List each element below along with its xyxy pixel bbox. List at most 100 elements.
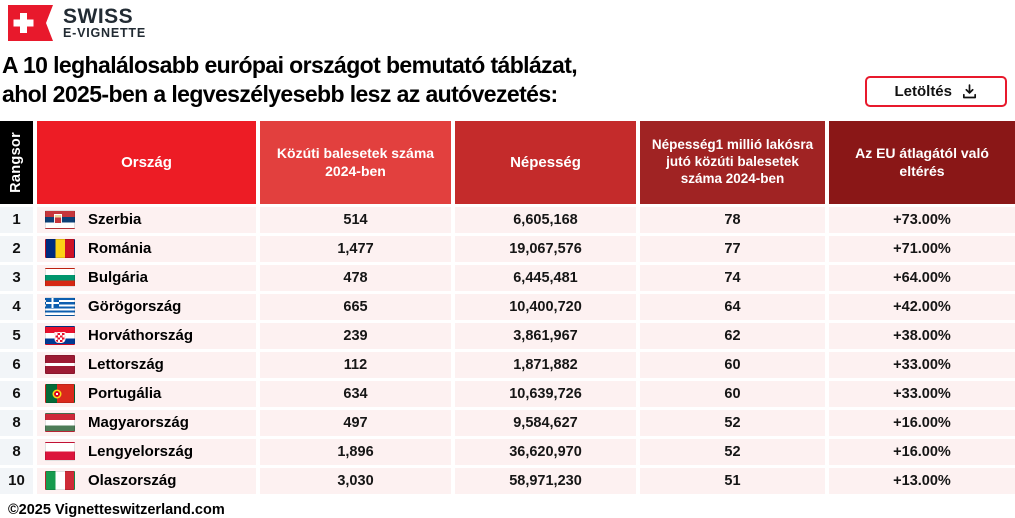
deviation-cell: +16.00% — [829, 438, 1015, 465]
brand-name: SWISS — [63, 4, 134, 28]
italy-flag-icon — [45, 471, 75, 491]
deviation-cell: +73.00% — [829, 206, 1015, 233]
deviation-cell: +64.00% — [829, 264, 1015, 291]
country-cell: Szerbia — [37, 206, 256, 233]
per-million-cell: 64 — [640, 293, 825, 320]
bulgaria-flag-icon — [45, 268, 75, 288]
header-deviation: Az EU átlagától való eltérés — [829, 120, 1015, 204]
accidents-cell: 634 — [260, 380, 451, 407]
deviation-cell: +16.00% — [829, 409, 1015, 436]
brand-header: SWISS E-VIGNETTE — [0, 0, 1015, 41]
deviation-cell: +13.00% — [829, 467, 1015, 494]
population-cell: 36,620,970 — [455, 438, 636, 465]
accidents-cell: 239 — [260, 322, 451, 349]
title-row: A 10 leghalálosabb európai országot bemu… — [0, 41, 1015, 110]
per-million-cell: 62 — [640, 322, 825, 349]
per-million-cell: 52 — [640, 409, 825, 436]
country-cell: Lengyelország — [37, 438, 256, 465]
rank-cell: 3 — [0, 264, 33, 291]
header-per-million: Népesség1 millió lakósra jutó közúti bal… — [640, 120, 825, 204]
population-cell: 9,584,627 — [455, 409, 636, 436]
rank-cell: 8 — [0, 409, 33, 436]
country-name: Románia — [88, 240, 152, 258]
romania-flag-icon — [45, 239, 75, 259]
poland-flag-icon — [45, 442, 75, 462]
greece-flag-icon — [45, 297, 75, 317]
per-million-cell: 78 — [640, 206, 825, 233]
page-title-line2: ahol 2025-ben a legveszélyesebb lesz az … — [2, 81, 558, 108]
population-cell: 3,861,967 — [455, 322, 636, 349]
country-cell: Horváthország — [37, 322, 256, 349]
header-accidents: Közúti balesetek száma 2024-ben — [260, 120, 451, 204]
population-cell: 58,971,230 — [455, 467, 636, 494]
country-cell: Magyarország — [37, 409, 256, 436]
country-cell: Bulgária — [37, 264, 256, 291]
latvia-flag-icon — [45, 355, 75, 375]
page-title: A 10 leghalálosabb európai országot bemu… — [2, 51, 578, 110]
country-name: Bulgária — [88, 269, 149, 287]
country-cell: Románia — [37, 235, 256, 262]
per-million-cell: 60 — [640, 351, 825, 378]
accidents-cell: 665 — [260, 293, 451, 320]
country-cell: Olaszország — [37, 467, 256, 494]
accidents-cell: 1,896 — [260, 438, 451, 465]
per-million-cell: 51 — [640, 467, 825, 494]
rank-cell: 10 — [0, 467, 33, 494]
country-name: Olaszország — [88, 472, 177, 490]
accidents-cell: 3,030 — [260, 467, 451, 494]
country-cell: Lettország — [37, 351, 256, 378]
country-name: Magyarország — [88, 414, 189, 432]
rank-cell: 6 — [0, 380, 33, 407]
header-population: Népesség — [455, 120, 636, 204]
deviation-cell: +38.00% — [829, 322, 1015, 349]
population-cell: 6,445,481 — [455, 264, 636, 291]
rank-cell: 4 — [0, 293, 33, 320]
country-cell: Görögország — [37, 293, 256, 320]
swiss-flag-logo-icon — [8, 5, 53, 41]
accidents-cell: 478 — [260, 264, 451, 291]
rank-cell: 5 — [0, 322, 33, 349]
accidents-cell: 497 — [260, 409, 451, 436]
country-name: Görögország — [88, 298, 182, 316]
header-rank-label: Rangsor — [8, 131, 25, 193]
brand-wordmark: SWISS E-VIGNETTE — [63, 6, 146, 40]
rank-cell: 6 — [0, 351, 33, 378]
country-cell: Portugália — [37, 380, 256, 407]
serbia-flag-icon — [45, 210, 75, 230]
accidents-cell: 1,477 — [260, 235, 451, 262]
deviation-cell: +33.00% — [829, 351, 1015, 378]
country-name: Horváthország — [88, 327, 194, 345]
population-cell: 10,400,720 — [455, 293, 636, 320]
per-million-cell: 52 — [640, 438, 825, 465]
accidents-cell: 112 — [260, 351, 451, 378]
download-icon — [962, 84, 977, 99]
download-button[interactable]: Letöltés — [865, 75, 1007, 107]
rank-cell: 2 — [0, 235, 33, 262]
per-million-cell: 74 — [640, 264, 825, 291]
croatia-flag-icon — [45, 326, 75, 346]
population-cell: 10,639,726 — [455, 380, 636, 407]
header-country: Ország — [37, 120, 256, 204]
table: Rangsor Ország Közúti balesetek száma 20… — [0, 120, 1015, 494]
portugal-flag-icon — [45, 384, 75, 404]
rank-cell: 8 — [0, 438, 33, 465]
country-name: Lengyelország — [88, 443, 194, 461]
header-rank: Rangsor — [0, 120, 33, 204]
page-title-line1: A 10 leghalálosabb európai országot bemu… — [2, 52, 578, 78]
accidents-cell: 514 — [260, 206, 451, 233]
population-cell: 1,871,882 — [455, 351, 636, 378]
per-million-cell: 77 — [640, 235, 825, 262]
population-cell: 6,605,168 — [455, 206, 636, 233]
rank-cell: 1 — [0, 206, 33, 233]
deviation-cell: +71.00% — [829, 235, 1015, 262]
per-million-cell: 60 — [640, 380, 825, 407]
country-name: Portugália — [88, 385, 162, 403]
population-cell: 19,067,576 — [455, 235, 636, 262]
hungary-flag-icon — [45, 413, 75, 433]
country-name: Szerbia — [88, 211, 142, 229]
deviation-cell: +42.00% — [829, 293, 1015, 320]
copyright-text: ©2025 Vignetteswitzerland.com — [8, 501, 225, 518]
deviation-cell: +33.00% — [829, 380, 1015, 407]
brand-subname: E-VIGNETTE — [63, 26, 147, 41]
